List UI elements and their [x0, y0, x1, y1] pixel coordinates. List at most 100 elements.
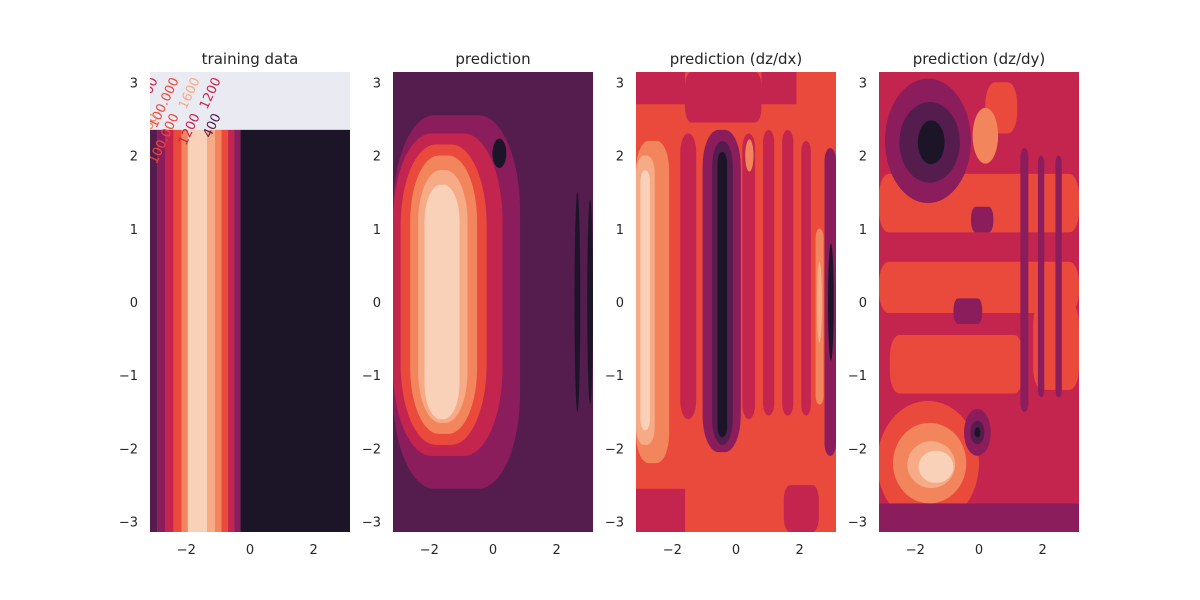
heatmap-band — [181, 129, 188, 532]
x-tick-label: 0 — [489, 543, 497, 558]
contour-region — [636, 72, 686, 105]
contour-region — [640, 170, 651, 431]
subplot-prediction-dz-dx: prediction (dz/dx) −2 0 2 −3 −2 −1 0 1 2 3 — [605, 50, 836, 558]
y-tick-label: 3 — [859, 76, 867, 91]
heatmap-band — [207, 129, 215, 532]
y-tick-label: −1 — [848, 369, 867, 384]
heatmap-band — [221, 129, 228, 532]
contour-region — [636, 488, 686, 532]
contour-region — [971, 206, 994, 233]
y-tick-label: −1 — [362, 369, 381, 384]
heatmap-band — [165, 129, 174, 532]
x-tick-label: 2 — [796, 543, 804, 558]
heatmap-band — [240, 129, 350, 532]
y-tick-label: 1 — [859, 223, 867, 238]
x-tick-label: −2 — [177, 543, 196, 558]
heatmap-band — [234, 129, 241, 532]
x-axis-ticks: −2 0 2 — [663, 543, 804, 558]
contour-region — [745, 139, 754, 172]
heatmap-band — [150, 129, 158, 532]
contour-region — [763, 129, 775, 416]
contour-region — [879, 503, 1079, 532]
x-tick-label: −2 — [663, 543, 682, 558]
y-tick-label: −2 — [119, 442, 138, 457]
heatmap-band — [157, 129, 166, 532]
y-tick-label: 3 — [616, 76, 624, 91]
x-tick-label: 0 — [246, 543, 254, 558]
y-tick-label: 2 — [373, 150, 381, 165]
contour-region — [492, 138, 507, 168]
contour-region — [889, 334, 1024, 394]
y-tick-label: 1 — [373, 223, 381, 238]
contour-region — [918, 450, 954, 483]
y-axis-ticks: −3 −2 −1 0 1 2 3 — [848, 76, 867, 530]
heatmap-layer — [636, 72, 836, 532]
y-tick-label: 2 — [130, 150, 138, 165]
contour-region — [587, 199, 593, 405]
contour-region — [917, 120, 945, 165]
contour-region — [828, 243, 834, 361]
y-axis-ticks: −3 −2 −1 0 1 2 3 — [605, 76, 624, 530]
x-tick-label: −2 — [906, 543, 925, 558]
heatmap-layer — [393, 72, 593, 532]
y-axis-ticks: −3 −2 −1 0 1 2 3 — [362, 76, 381, 530]
contour-region — [424, 184, 460, 420]
x-tick-label: 2 — [310, 543, 318, 558]
subplot-title: prediction — [455, 50, 530, 68]
contour-region — [801, 140, 811, 416]
x-tick-label: 2 — [1039, 543, 1047, 558]
contour-region — [974, 427, 981, 438]
y-tick-label: 2 — [859, 150, 867, 165]
contour-label: 1600 — [134, 75, 162, 111]
y-tick-label: 2 — [616, 150, 624, 165]
x-tick-label: 2 — [553, 543, 561, 558]
x-axis-ticks: −2 0 2 — [906, 543, 1047, 558]
y-tick-label: 0 — [616, 296, 624, 311]
y-tick-label: 1 — [130, 223, 138, 238]
y-tick-label: −1 — [119, 369, 138, 384]
contour-region — [879, 261, 1079, 313]
y-tick-label: −2 — [362, 442, 381, 457]
contour-region — [816, 261, 822, 343]
x-axis-ticks: −2 0 2 — [177, 543, 318, 558]
contour-region — [680, 133, 697, 420]
y-tick-label: 3 — [130, 76, 138, 91]
contour-region — [972, 107, 999, 164]
x-axis-ticks: −2 0 2 — [420, 543, 561, 558]
y-tick-label: 0 — [130, 296, 138, 311]
x-tick-label: 0 — [975, 543, 983, 558]
y-tick-label: 0 — [859, 296, 867, 311]
y-tick-label: −3 — [605, 516, 624, 531]
contour-region — [685, 72, 762, 123]
heatmap-band — [227, 129, 235, 532]
y-tick-label: 1 — [616, 223, 624, 238]
contour-region — [783, 485, 819, 532]
subplot-title: prediction (dz/dx) — [670, 50, 803, 68]
y-tick-label: 0 — [373, 296, 381, 311]
subplot-prediction-dz-dy: prediction (dz/dy) −2 0 2 −3 −2 −1 0 1 2 3 — [848, 50, 1079, 558]
contour-region — [1020, 148, 1029, 412]
contour-region — [782, 129, 794, 416]
y-tick-label: −3 — [848, 516, 867, 531]
y-axis-ticks: −3 −2 −1 0 1 2 3 — [119, 76, 138, 530]
x-tick-label: −2 — [420, 543, 439, 558]
contour-region — [953, 298, 983, 324]
heatmap-band — [173, 129, 182, 532]
contour-region — [1055, 155, 1062, 398]
heatmap-band — [214, 129, 222, 532]
contour-region — [574, 192, 581, 412]
y-tick-label: −2 — [848, 442, 867, 457]
heatmap-layer — [879, 72, 1079, 532]
heatmap-layer — [150, 129, 350, 532]
subplot-prediction: prediction −2 0 2 −3 −2 −1 0 1 2 3 — [362, 50, 593, 558]
contour-label: 1600 — [134, 111, 162, 147]
y-tick-label: −1 — [605, 369, 624, 384]
contour-region — [717, 151, 728, 438]
subplot-title: training data — [202, 50, 299, 68]
y-tick-label: −2 — [605, 442, 624, 457]
y-tick-label: −3 — [362, 516, 381, 531]
y-tick-label: −3 — [119, 516, 138, 531]
contour-region — [1037, 155, 1045, 398]
